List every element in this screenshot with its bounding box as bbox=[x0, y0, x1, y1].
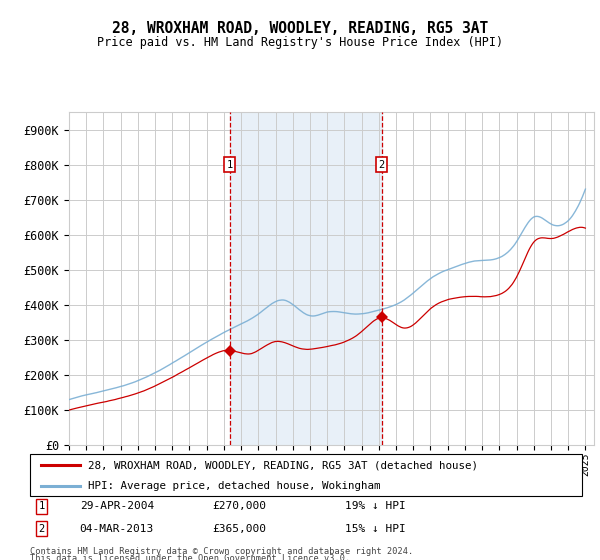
Text: £270,000: £270,000 bbox=[212, 501, 266, 511]
Text: 2: 2 bbox=[38, 524, 44, 534]
Text: £365,000: £365,000 bbox=[212, 524, 266, 534]
Text: 28, WROXHAM ROAD, WOODLEY, READING, RG5 3AT: 28, WROXHAM ROAD, WOODLEY, READING, RG5 … bbox=[112, 21, 488, 36]
Text: Contains HM Land Registry data © Crown copyright and database right 2024.: Contains HM Land Registry data © Crown c… bbox=[30, 547, 413, 556]
Text: 28, WROXHAM ROAD, WOODLEY, READING, RG5 3AT (detached house): 28, WROXHAM ROAD, WOODLEY, READING, RG5 … bbox=[88, 460, 478, 470]
FancyBboxPatch shape bbox=[30, 454, 582, 496]
Text: 19% ↓ HPI: 19% ↓ HPI bbox=[344, 501, 406, 511]
Text: 29-APR-2004: 29-APR-2004 bbox=[80, 501, 154, 511]
Text: Price paid vs. HM Land Registry's House Price Index (HPI): Price paid vs. HM Land Registry's House … bbox=[97, 36, 503, 49]
Text: HPI: Average price, detached house, Wokingham: HPI: Average price, detached house, Woki… bbox=[88, 480, 380, 491]
Text: 2: 2 bbox=[379, 160, 385, 170]
Text: 1: 1 bbox=[226, 160, 233, 170]
Bar bbox=[230, 112, 382, 445]
Text: 04-MAR-2013: 04-MAR-2013 bbox=[80, 524, 154, 534]
Text: This data is licensed under the Open Government Licence v3.0.: This data is licensed under the Open Gov… bbox=[30, 554, 350, 560]
Text: 1: 1 bbox=[38, 501, 44, 511]
Text: 15% ↓ HPI: 15% ↓ HPI bbox=[344, 524, 406, 534]
